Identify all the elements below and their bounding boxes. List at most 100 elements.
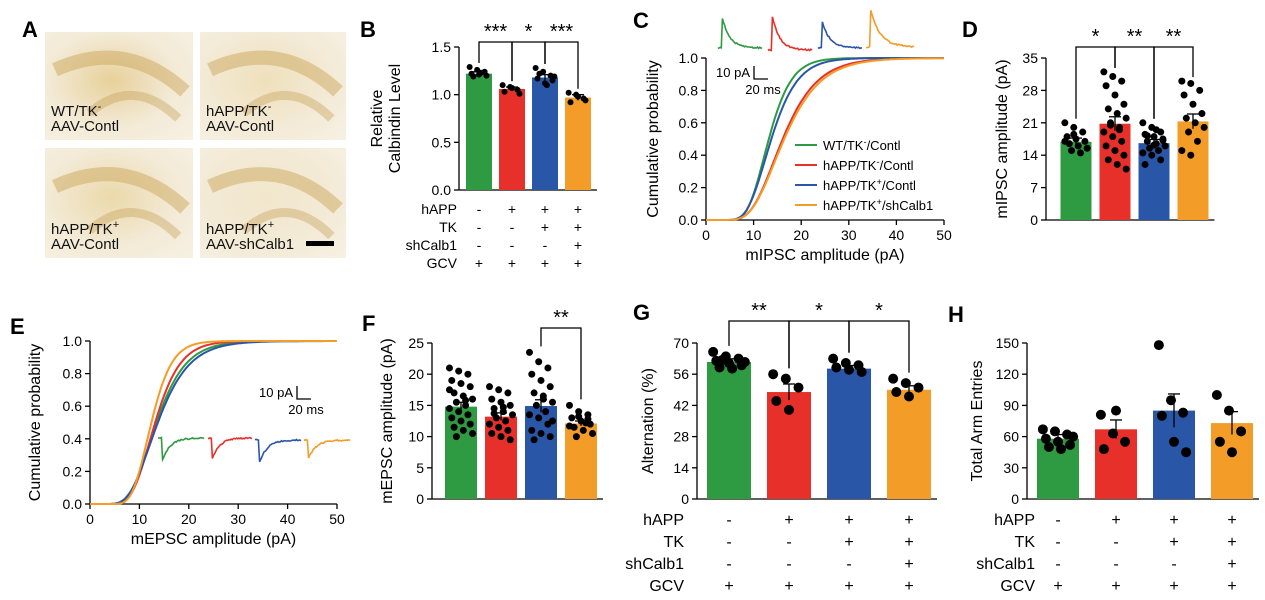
significance-bracket [789,321,849,368]
data-point [1148,152,1155,159]
data-point [483,73,489,79]
example-trace [866,10,914,47]
data-point [538,430,545,437]
data-point [451,424,458,431]
data-point [1112,147,1119,154]
legend-label: hAPP/TK+/Contl [823,177,916,193]
y-tick-label: 0 [1030,212,1038,228]
condition-sign: + [574,255,582,271]
panel-c: C0.00.20.40.60.81.00 10 20 30 40 50mIPSC ampl… [633,8,952,264]
data-point [1100,68,1107,75]
data-point [784,405,794,415]
x-axis-label: mIPSC amplitude (pA) [745,247,904,264]
example-trace [158,438,204,460]
x-axis-label: mEPSC amplitude (pA) [131,531,296,548]
bar [1061,142,1092,220]
data-point [544,82,550,88]
y-tick-label: 1.5 [432,39,452,55]
condition-sign: - [477,201,482,217]
data-point [1123,166,1130,173]
scale-bar [754,66,768,79]
data-point [531,389,538,396]
condition-sign: - [477,237,482,253]
data-point [526,411,533,418]
y-tick-label: 0.2 [63,463,83,479]
condition-row-label: TK [664,534,685,551]
data-point [498,433,505,440]
condition-sign: - [726,534,731,551]
data-point [1056,444,1066,454]
condition-row-label: GCV [1000,578,1035,595]
condition-sign: - [1055,556,1060,573]
data-point [478,70,484,76]
y-tick-label: 0.2 [679,180,699,196]
data-point [1084,145,1091,152]
data-point [528,427,535,434]
y-tick-label: 70 [673,335,689,351]
condition-sign: - [1055,512,1060,529]
data-point [1103,142,1110,149]
bar [1095,429,1137,499]
y-tick-label: 0 [416,491,424,507]
data-point [1190,101,1197,108]
significance-label: * [875,300,883,322]
data-point [1100,129,1107,136]
y-tick-label: 0.6 [63,398,83,414]
data-point [1183,115,1190,122]
data-point [446,386,453,393]
legend-label: hAPP/TK+/shCalb1 [823,197,933,213]
condition-sign: - [543,237,548,253]
data-point [566,402,573,409]
y-axis-label: mIPSC amplitude (pA) [994,59,1011,218]
data-point [1107,122,1114,129]
y-tick-label: 25 [408,335,424,351]
scale-y-label: 10 pA [716,65,750,80]
data-point [488,430,495,437]
data-point [453,433,460,440]
significance-label: ** [1127,26,1143,48]
y-tick-label: 15 [408,397,424,413]
data-point [1068,147,1075,154]
data-point [1044,442,1054,452]
data-point [891,387,901,397]
data-point [455,368,462,375]
cdf-line [90,341,337,504]
y-tick-label: 42 [673,397,689,413]
data-point [901,378,911,388]
condition-row-label: hAPP [421,201,457,217]
data-point [549,399,556,406]
condition-sign: + [724,578,733,595]
data-point [584,416,591,423]
condition-sign: - [1055,534,1060,551]
condition-sign: + [508,255,516,271]
data-point [467,64,473,70]
example-trace [818,22,862,49]
condition-sign: + [784,578,793,595]
data-point [1114,161,1121,168]
y-tick-label: 1.0 [63,333,83,349]
data-point [464,371,471,378]
data-point [464,411,471,418]
condition-row-label: hAPP [643,512,684,529]
data-point [1068,432,1078,442]
y-tick-label: 120 [996,366,1020,382]
data-point [1178,408,1188,418]
data-point [1038,424,1048,434]
data-point [768,369,778,379]
condition-sign: - [477,219,482,235]
data-point [495,386,502,393]
y-tick-label: 20 [408,366,424,382]
example-trace [768,17,812,51]
panel-f: F 0 5 10 15 20 25 mEPSC amplitude (pA) ** [362,307,603,507]
x-tick-label: 0 [86,511,94,527]
example-trace [718,19,762,49]
data-point [708,347,718,357]
condition-sign: + [574,201,582,217]
x-tick-label: 40 [889,227,905,243]
condition-row-label: shCalb1 [625,556,684,573]
condition-row-label: GCV [427,255,458,271]
condition-sign: + [574,219,582,235]
data-point [1178,147,1185,154]
bar [532,78,558,190]
y-axis-label: Calbindin Level [387,64,404,173]
